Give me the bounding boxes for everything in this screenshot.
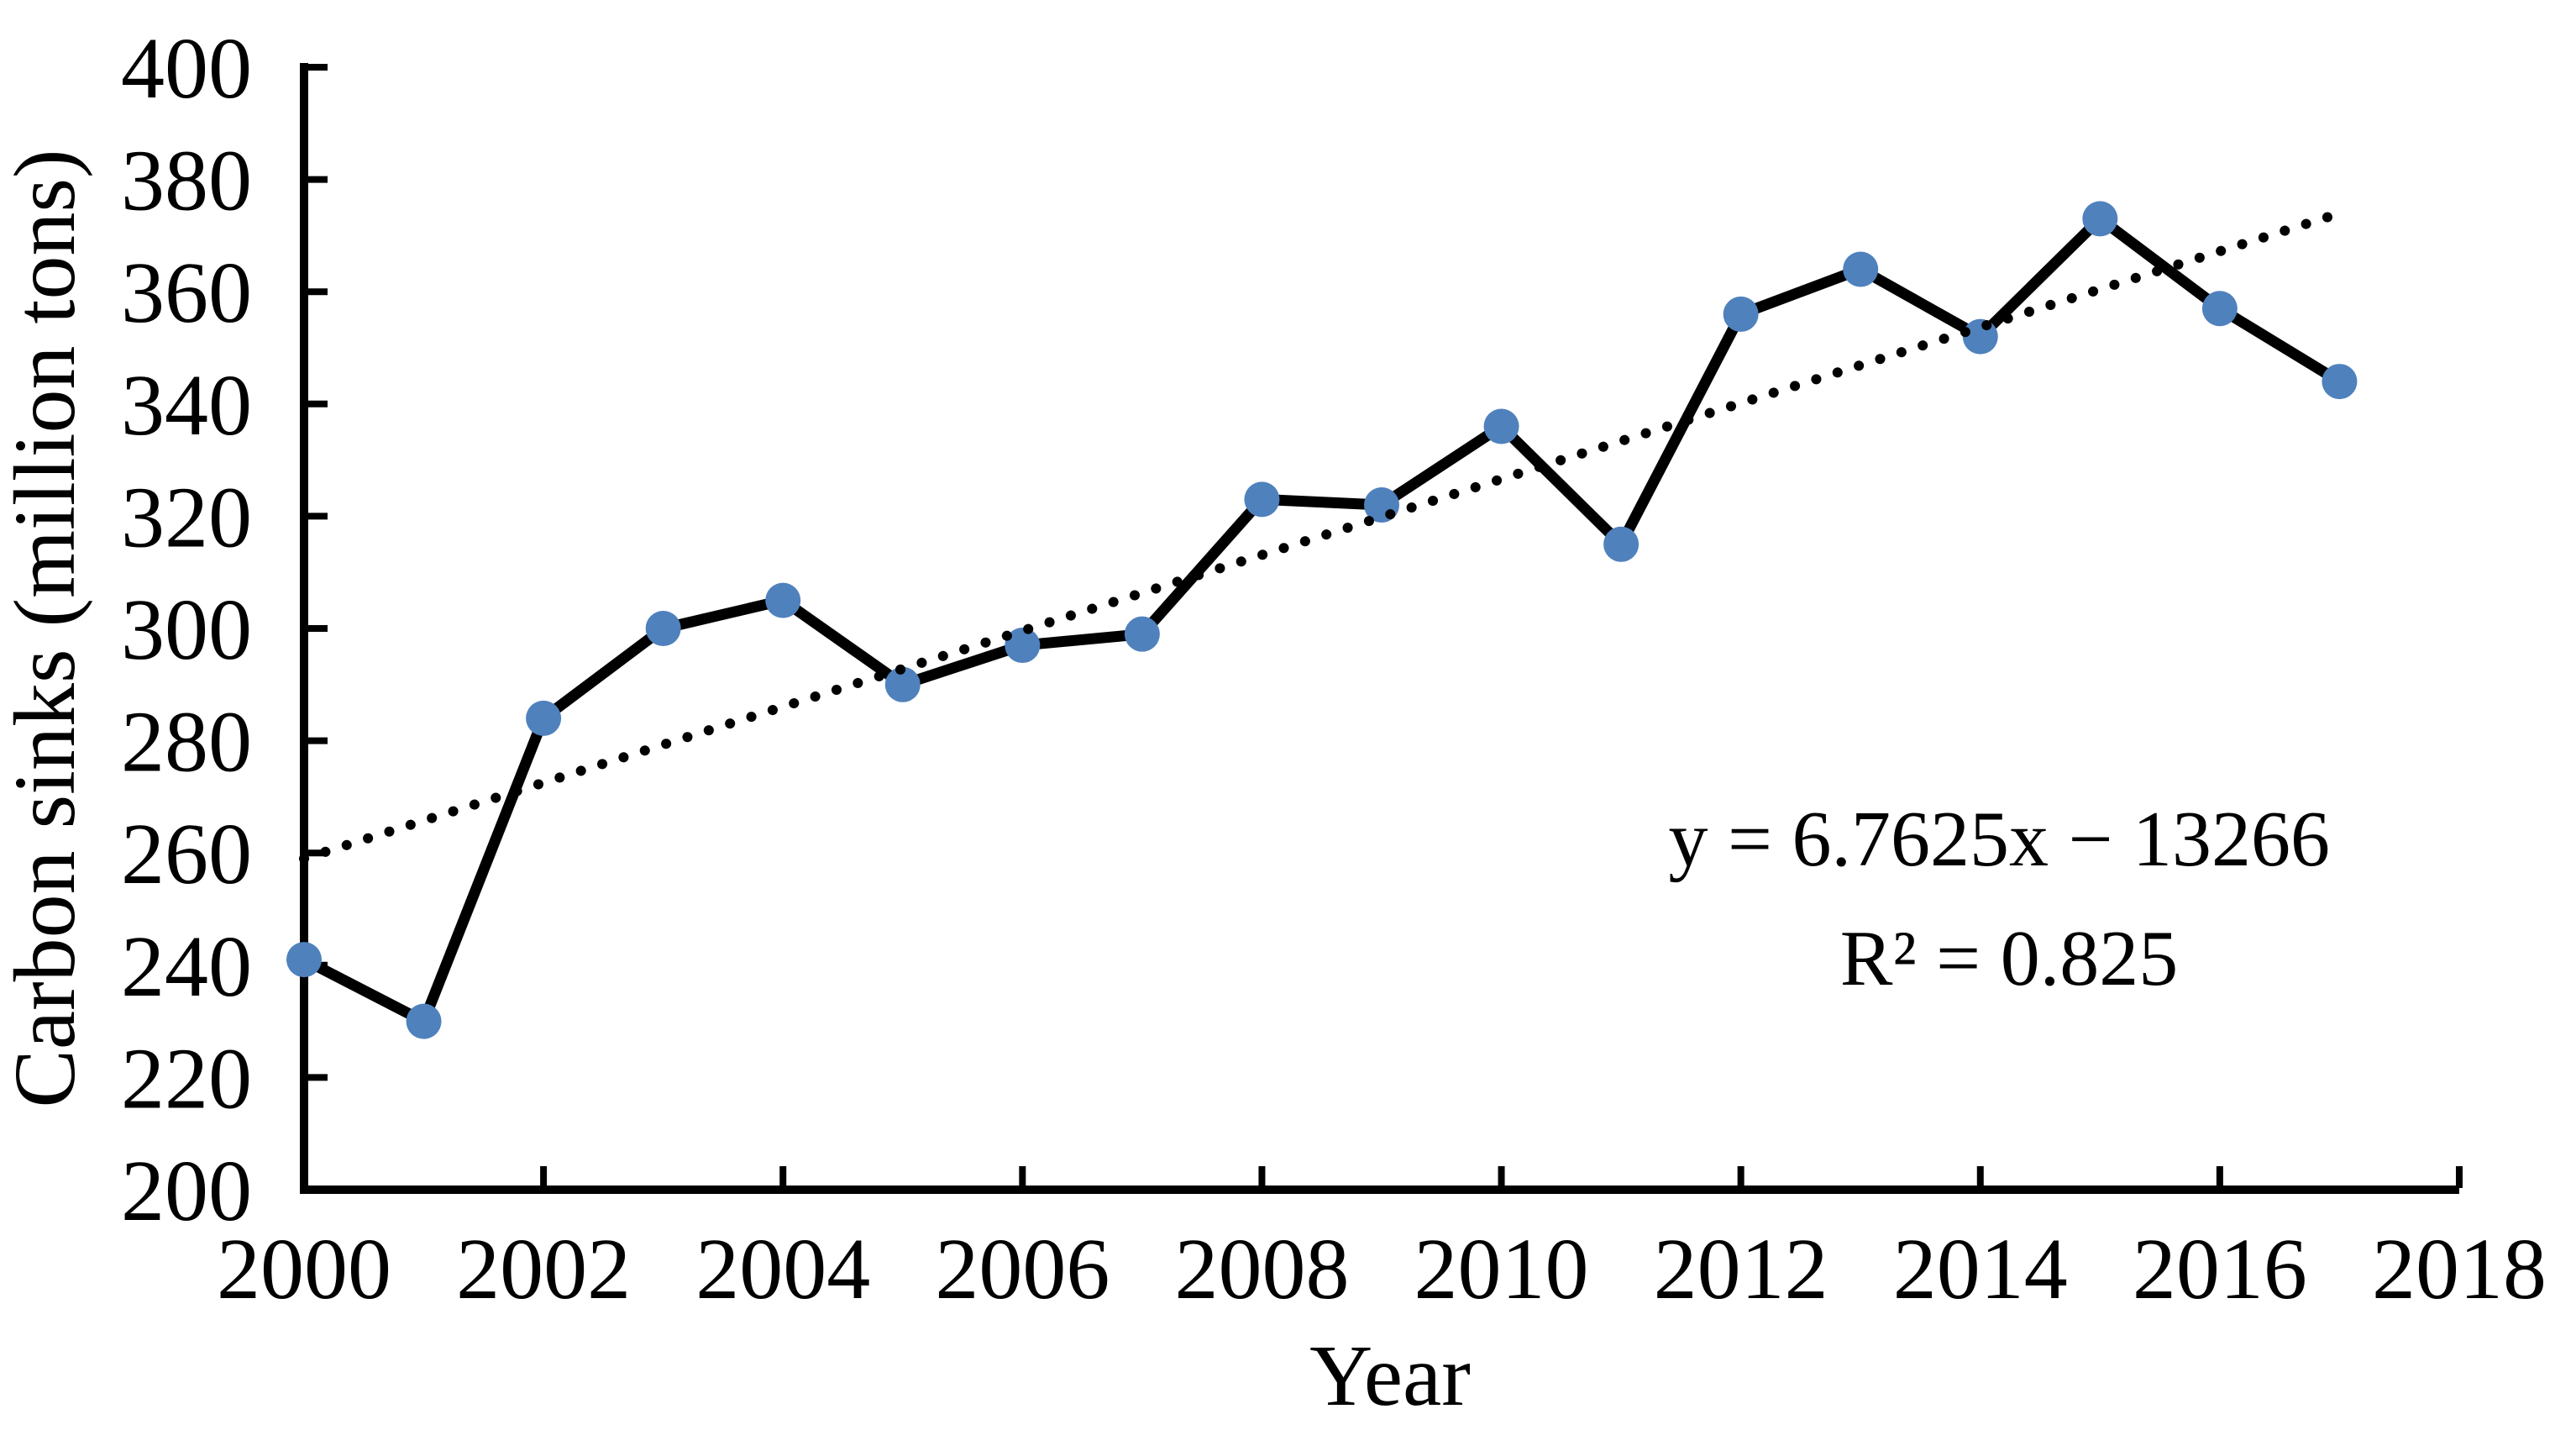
data-point-2000: [286, 942, 322, 978]
trendline: [299, 208, 2345, 864]
x-tick-label: 2002: [456, 1221, 631, 1317]
data-point-2007: [1124, 616, 1160, 652]
data-point-2016: [2201, 291, 2238, 327]
y-tick-label: 260: [121, 806, 252, 902]
x-tick-label: 2008: [1174, 1221, 1349, 1317]
y-axis-title: Carbon sinks (million tons): [0, 149, 93, 1107]
x-axis-title: Year: [1309, 1327, 1471, 1424]
data-point-2006: [1005, 628, 1041, 664]
y-tick-label: 300: [121, 581, 252, 678]
data-point-2008: [1244, 481, 1280, 518]
y-tick-label: 360: [121, 244, 252, 341]
x-tick-label: 2016: [2133, 1221, 2307, 1317]
data-point-2002: [526, 700, 562, 736]
x-tick-label: 2004: [695, 1221, 870, 1317]
trendline-equation-line1: y = 6.7625x − 13266: [1668, 796, 2330, 883]
data-line: [298, 213, 2345, 1028]
data-point-2001: [406, 1003, 442, 1039]
data-point-2011: [1603, 526, 1640, 562]
y-tick-label: 240: [121, 918, 252, 1015]
x-tick-label: 2000: [217, 1221, 391, 1317]
x-tick-label: 2018: [2372, 1221, 2547, 1317]
x-tick-label: 2014: [1893, 1221, 2068, 1317]
trendline-equation-line2: R² = 0.825: [1840, 915, 2178, 1002]
data-point-2015: [2082, 201, 2118, 237]
plot-area: 200 220 240 260 280 300 320 340 360 380 400 2000 200…: [121, 20, 2547, 1317]
data-point-2014: [1962, 318, 1998, 355]
trendline-equation: y = 6.7625x − 13266 R² = 0.825: [1668, 796, 2349, 1002]
data-point-2012: [1723, 296, 1759, 332]
y-tick-label: 400: [121, 20, 252, 117]
y-tick-label: 380: [121, 133, 252, 229]
y-tick-label: 220: [121, 1030, 252, 1127]
x-tick-label: 2010: [1414, 1221, 1589, 1317]
data-point-2004: [765, 582, 801, 618]
data-point-2013: [1843, 251, 1879, 287]
y-tick-label: 340: [121, 357, 252, 454]
y-tick-label: 200: [121, 1143, 252, 1239]
data-point-2003: [645, 611, 681, 646]
x-tick-label: 2006: [935, 1221, 1110, 1317]
data-point-2005: [884, 666, 921, 702]
data-point-2017: [2322, 364, 2358, 400]
y-tick-label: 320: [121, 469, 252, 565]
data-point-2010: [1483, 408, 1519, 444]
x-tick-label: 2012: [1654, 1221, 1828, 1317]
y-tick-label: 280: [121, 694, 252, 791]
